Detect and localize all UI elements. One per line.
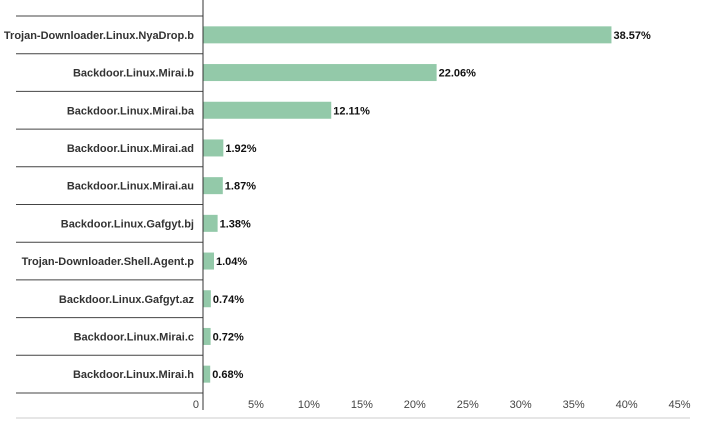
category-label: Trojan-Downloader.Shell.Agent.p [22,256,195,268]
x-tick-label: 35% [563,399,585,411]
x-tick-label: 45% [669,399,691,411]
bar [203,252,215,270]
category-label: Trojan-Downloader.Linux.NyaDrop.b [4,30,194,42]
value-label: 1.92% [225,143,256,155]
category-label: Backdoor.Linux.Gafgyt.az [59,294,195,306]
bar [203,177,223,195]
bar [203,290,211,308]
value-label: 0.74% [213,294,244,306]
value-label: 0.72% [213,331,244,343]
bar [203,365,211,383]
category-label: Backdoor.Linux.Mirai.b [73,68,194,80]
x-tick-label: 0 [193,399,199,411]
bar [203,214,218,232]
x-tick-label: 25% [457,399,479,411]
x-tick-label: 20% [404,399,426,411]
category-label: Backdoor.Linux.Mirai.au [67,181,194,193]
bars [203,26,612,383]
bar [203,64,437,82]
x-tick-label: 10% [298,399,320,411]
x-tick-label: 5% [248,399,264,411]
category-label: Backdoor.Linux.Mirai.ba [67,105,195,117]
value-label: 1.38% [220,218,251,230]
value-labels: 38.57% 22.06% 12.11% 1.92% 1.87% 1.38% 1.04% 0.… [212,30,651,381]
category-label: Backdoor.Linux.Mirai.h [73,369,194,381]
value-label: 0.68% [212,369,243,381]
category-label: Backdoor.Linux.Mirai.ad [67,143,194,155]
value-label: 1.87% [225,181,256,193]
bar [203,26,612,44]
bar [203,139,224,157]
row-separators [16,15,203,394]
bar [203,101,332,119]
x-tick-label: 30% [510,399,532,411]
category-label: Backdoor.Linux.Mirai.c [74,331,194,343]
category-label: Backdoor.Linux.Gafgyt.bj [61,218,194,230]
x-tick-label: 15% [351,399,373,411]
x-tick-label: 40% [616,399,638,411]
x-axis-ticks: 0 5% 10% 15% 20% 25% 30% 35% 40% 45% [193,399,691,411]
category-labels: Trojan-Downloader.Linux.NyaDrop.b Backdoo… [4,30,195,381]
value-label: 1.04% [216,256,247,268]
bar [203,327,211,345]
value-label: 22.06% [439,68,477,80]
value-label: 38.57% [613,30,651,42]
value-label: 12.11% [333,105,370,117]
